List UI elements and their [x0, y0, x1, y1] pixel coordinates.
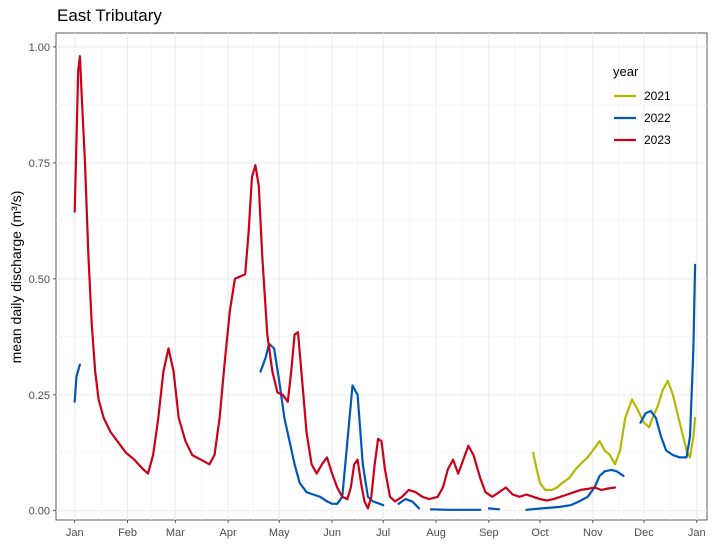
series-line-2022	[525, 468, 625, 511]
x-tick-label: Feb	[118, 527, 137, 539]
x-tick-label: Apr	[220, 527, 237, 539]
x-tick-label: Jan	[688, 527, 706, 539]
series-line-2022	[259, 342, 385, 507]
series-line-2021	[532, 379, 697, 491]
chart-title: East Tributary	[57, 6, 162, 25]
legend-title: year	[613, 64, 639, 79]
grid	[56, 33, 707, 520]
x-tick-label: May	[269, 527, 290, 539]
y-tick-label: 0.75	[29, 158, 50, 170]
x-tick-label: Jun	[323, 527, 341, 539]
legend-label-2022: 2022	[644, 111, 671, 125]
series-line-2023	[73, 55, 617, 510]
x-tick-label: Sep	[479, 527, 499, 539]
series-2022	[73, 263, 697, 511]
y-tick-label: 1.00	[29, 42, 50, 54]
series-2023	[73, 55, 617, 510]
legend-label-2023: 2023	[644, 133, 671, 147]
x-tick-label: Mar	[166, 527, 185, 539]
y-axis-title: mean daily discharge (m³/s)	[8, 191, 24, 364]
x-tick-label: Nov	[583, 527, 603, 539]
series-line-2022	[487, 507, 501, 511]
series-line-2022	[429, 508, 482, 511]
legend-label-2021: 2021	[644, 89, 671, 103]
x-tick-label: Jan	[66, 527, 84, 539]
y-tick-label: 0.00	[29, 506, 50, 518]
y-tick-label: 0.25	[29, 390, 50, 402]
series-2021	[532, 379, 697, 491]
series-line-2022	[639, 263, 697, 459]
plot-panel	[55, 32, 708, 521]
series-line-2022	[73, 363, 81, 403]
x-tick-label: Dec	[634, 527, 654, 539]
series-lines	[73, 55, 697, 511]
axes: 0.00 0.25 0.50 0.75 1.00 Jan Feb Mar Apr May Jun Ju…	[29, 42, 706, 539]
series-line-2022	[397, 498, 421, 510]
legend: year 2021 2022 2023	[613, 64, 671, 147]
y-tick-label: 0.50	[29, 274, 50, 286]
x-tick-label: Oct	[531, 527, 548, 539]
x-tick-label: Jul	[376, 527, 390, 539]
x-tick-label: Aug	[426, 527, 446, 539]
